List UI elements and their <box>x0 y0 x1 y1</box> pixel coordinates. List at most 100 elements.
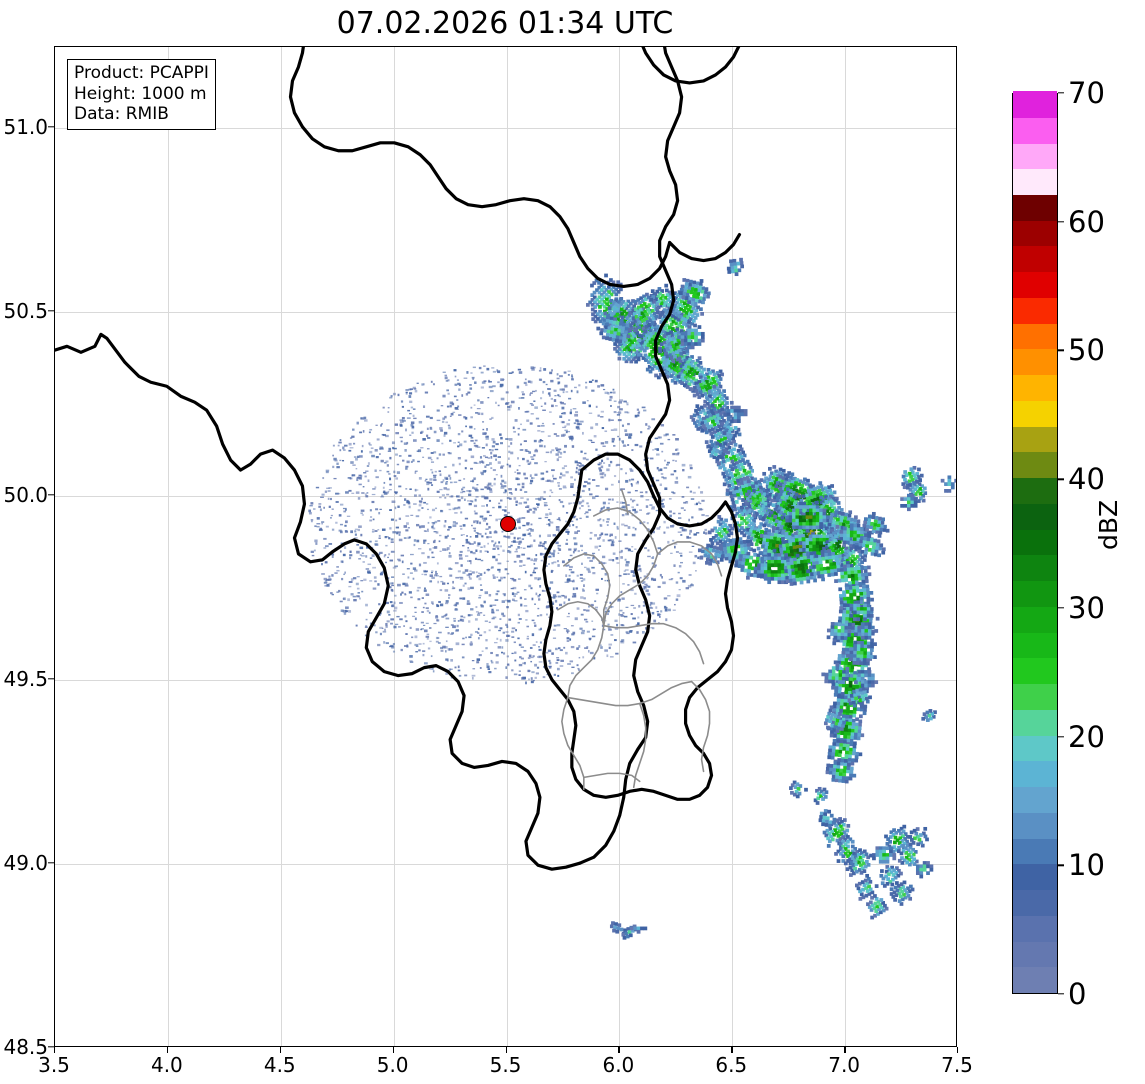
colorbar-band <box>1013 683 1057 710</box>
colorbar-band <box>1013 245 1057 273</box>
colorbar-band <box>1013 760 1057 788</box>
radar-echo-cluster <box>826 622 852 641</box>
radar-echo-cluster <box>613 323 644 364</box>
radar-echo-cluster <box>700 407 726 436</box>
radar-echo-cluster <box>717 537 754 564</box>
radar-echo-cluster <box>609 921 626 936</box>
radar-echo-cluster <box>715 442 747 479</box>
radar-echo-cluster <box>618 306 662 362</box>
gridline-horizontal <box>55 495 956 497</box>
gridline-horizontal <box>55 311 956 313</box>
radar-echo-cluster <box>586 273 629 333</box>
colorbar-tick-label: 0 <box>1068 977 1087 1011</box>
colorbar-band <box>1013 503 1057 530</box>
colorbar-band <box>1013 735 1057 762</box>
radar-echo-cluster <box>621 924 638 940</box>
colorbar-tick-mark <box>1058 607 1064 609</box>
radar-echo-cluster <box>884 824 910 854</box>
colorbar-band <box>1013 348 1057 376</box>
radar-echo-cluster <box>940 475 956 493</box>
radar-echo-cluster <box>813 786 829 805</box>
radar-echo-cluster <box>746 522 784 559</box>
colorbar-band <box>1013 374 1057 401</box>
colorbar-band <box>1013 297 1057 324</box>
colorbar-band <box>1013 451 1057 479</box>
colorbar-band <box>1013 940 1057 968</box>
colorbar-band <box>1013 632 1057 659</box>
radar-echo-cluster <box>806 549 850 582</box>
colorbar-band <box>1013 709 1057 736</box>
radar-echo-cluster <box>758 497 797 537</box>
radar-echo-cluster <box>813 494 846 535</box>
y-tick-label: 50.0 <box>3 482 48 507</box>
radar-echo-cluster <box>783 551 826 586</box>
radar-echo-cluster <box>704 440 730 466</box>
colorbar-tick-label: 60 <box>1068 204 1105 239</box>
x-tick-mark <box>957 1047 959 1053</box>
colorbar[interactable] <box>1012 91 1058 994</box>
radar-echo-cluster <box>658 327 695 364</box>
radar-site-marker[interactable] <box>499 515 516 532</box>
gridline-vertical <box>167 47 169 1046</box>
radar-echo-cluster <box>901 465 924 490</box>
gridline-horizontal <box>55 863 956 865</box>
radar-echo-cluster <box>889 880 915 906</box>
colorbar-band <box>1013 580 1057 607</box>
regional-borders <box>557 489 723 791</box>
y-tick-mark <box>48 126 54 128</box>
x-tick-mark <box>54 1047 56 1053</box>
map-plot-area[interactable]: Product: PCAPPI Height: 1000 m Data: RMI… <box>54 46 957 1047</box>
radar-reflectivity-layer <box>308 257 956 940</box>
x-tick-mark <box>279 1047 282 1053</box>
colorbar-tick-mark <box>1058 864 1064 866</box>
radar-echo-cluster <box>838 581 874 614</box>
radar-echo-cluster <box>855 873 879 901</box>
colorbar-tick-label: 40 <box>1068 462 1105 497</box>
colorbar-band <box>1013 966 1057 993</box>
info-product: Product: PCAPPI <box>74 63 209 83</box>
page-title: 07.02.2026 01:34 UTC <box>336 6 674 41</box>
colorbar-band <box>1013 786 1057 813</box>
x-tick-mark <box>731 1047 733 1053</box>
radar-echo-cluster <box>658 340 696 388</box>
gridline-vertical <box>845 47 847 1046</box>
colorbar-band <box>1013 168 1057 195</box>
colorbar-band <box>1013 426 1057 453</box>
radar-echo-cluster <box>773 486 806 527</box>
colorbar-band <box>1013 323 1057 350</box>
radar-echo-cluster <box>793 481 839 524</box>
radar-echo-cluster <box>773 503 815 546</box>
radar-echo-cluster <box>634 320 684 380</box>
colorbar-band <box>1013 529 1057 556</box>
colorbar-band <box>1013 142 1057 170</box>
radar-echo-cluster <box>845 640 877 666</box>
colorbar-tick-mark <box>1058 993 1064 995</box>
colorbar-band <box>1013 863 1057 891</box>
radar-echo-cluster <box>866 894 889 920</box>
colorbar-tick-label: 70 <box>1068 76 1105 110</box>
radar-echo-cluster <box>697 541 725 566</box>
radar-echo-cluster <box>689 367 724 404</box>
info-box: Product: PCAPPI Height: 1000 m Data: RMI… <box>67 59 216 131</box>
gridline-vertical <box>506 47 508 1046</box>
radar-echo-cluster <box>785 501 830 533</box>
radar-echo-cluster <box>721 459 754 497</box>
map-canvas <box>55 47 956 1046</box>
colorbar-tick-label: 30 <box>1068 590 1105 625</box>
x-tick-label: 6.5 <box>715 1053 748 1077</box>
x-tick-label: 4.0 <box>150 1053 183 1077</box>
radar-echo-cluster <box>707 515 735 549</box>
y-tick-mark <box>48 862 54 864</box>
radar-echo-cluster <box>789 780 808 799</box>
colorbar-tick-label: 20 <box>1068 719 1105 754</box>
x-tick-label: 7.0 <box>828 1053 861 1077</box>
x-tick-label: 3.5 <box>38 1053 70 1077</box>
x-tick-label: 5.0 <box>376 1053 409 1077</box>
radar-echo-cluster <box>862 511 890 538</box>
radar-echo-cluster <box>676 355 710 394</box>
colorbar-band <box>1013 271 1057 298</box>
colorbar-band <box>1013 400 1057 427</box>
radar-echo-cluster <box>679 278 711 306</box>
radar-echo-cluster <box>603 297 642 346</box>
